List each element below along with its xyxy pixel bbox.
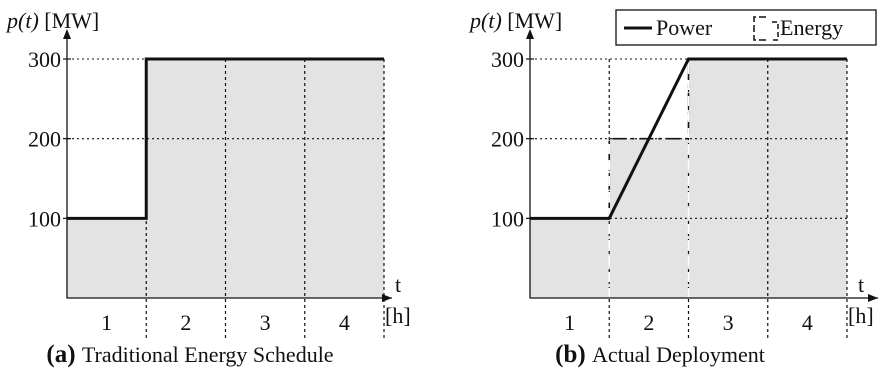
y-tick-label: 300 (491, 47, 524, 72)
y-tick-label: 100 (28, 206, 61, 231)
x-category-label: 2 (180, 310, 191, 335)
y-tick-label: 300 (28, 47, 61, 72)
x-axis-unit: [h] (848, 303, 874, 328)
panel-caption: (a) Traditional Energy Schedule (46, 341, 333, 368)
x-axis-arrow (382, 294, 392, 302)
x-category-label: 1 (564, 310, 575, 335)
legend-energy-swatch (753, 16, 766, 41)
panel-caption: (b) Actual Deployment (555, 341, 765, 368)
energy-area (67, 59, 384, 298)
chart-panel-b: 100 200 300 1 2 3 4 p(t) [MW] t [h] (b) Actual Dep… (468, 8, 878, 368)
legend-energy-label: Energy (780, 15, 843, 40)
y-axis-arrow (63, 29, 71, 39)
legend-power-label: Power (656, 15, 713, 40)
power-line (67, 57, 384, 220)
x-axis-arrow (868, 294, 878, 302)
x-category-label: 3 (723, 310, 734, 335)
x-category-label: 1 (101, 310, 112, 335)
x-category-label: 2 (643, 310, 654, 335)
chart-panel-a: 100 200 300 1 2 3 4 p(t) [MW] t [h] (a) Traditiona… (5, 8, 411, 368)
y-axis-arrow (526, 29, 534, 39)
y-axis-label: p(t) [MW] (5, 8, 99, 33)
x-axis-label: t (858, 272, 864, 297)
y-axis-label: p(t) [MW] (468, 8, 562, 33)
x-axis-label: t (395, 272, 401, 297)
legend: Power Energy (615, 9, 877, 46)
y-tick-label: 100 (491, 206, 524, 231)
x-category-label: 4 (802, 310, 813, 335)
legend-box (615, 9, 877, 46)
legend-energy-swatch (772, 21, 779, 41)
y-tick-label: 200 (28, 127, 61, 152)
x-category-label: 3 (260, 310, 271, 335)
power-line (530, 57, 847, 220)
x-axis-unit: [h] (385, 303, 411, 328)
x-category-label: 4 (339, 310, 350, 335)
y-tick-label: 200 (491, 127, 524, 152)
